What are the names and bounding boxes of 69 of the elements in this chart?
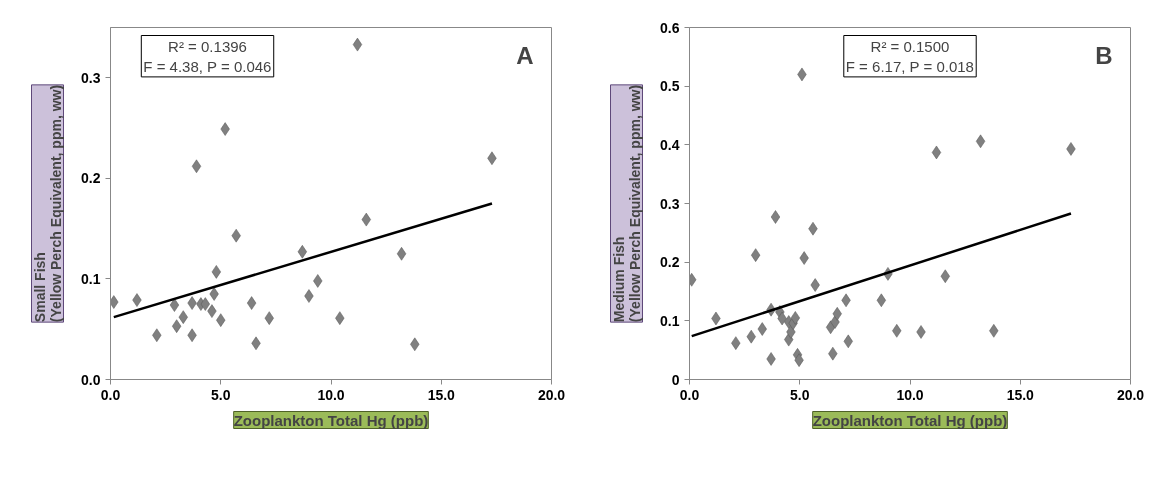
point xyxy=(940,269,950,283)
y-tick-label: 0.2 xyxy=(660,254,680,271)
y-axis-title: Small Fish (Yellow Perch Equivalent, ppm, ww) xyxy=(31,84,64,323)
annotation: R² = 0.1500 F = 6.17, P = 0.018 xyxy=(845,37,974,75)
point xyxy=(396,247,407,261)
point xyxy=(200,297,210,311)
x-tick-label: 20.0 xyxy=(537,386,566,403)
y-tick-label: 0.3 xyxy=(81,69,101,86)
point xyxy=(810,278,820,292)
point xyxy=(931,145,942,160)
y-axis-title: Medium Fish (Yellow Perch Equivalent, ppm, ww) xyxy=(610,84,643,323)
annotation: R² = 0.1396 F = 4.38, P = 0.046 xyxy=(143,37,272,75)
point xyxy=(187,328,197,342)
point xyxy=(799,251,809,265)
x-tick-label: 10.0 xyxy=(317,386,345,403)
point xyxy=(209,287,219,301)
point xyxy=(172,319,182,333)
point xyxy=(178,310,188,324)
point xyxy=(487,151,497,165)
point xyxy=(211,265,221,279)
point xyxy=(352,37,363,52)
point xyxy=(216,313,226,327)
text: B xyxy=(1095,41,1113,69)
y-tick-label: 0.3 xyxy=(660,195,680,212)
x-tick-label: 10.0 xyxy=(896,386,924,403)
x-tick-label: 20.0 xyxy=(1116,386,1145,403)
point xyxy=(975,134,986,149)
point xyxy=(247,296,257,310)
point xyxy=(832,307,842,321)
point xyxy=(132,293,142,307)
y-tick-label: 0.2 xyxy=(81,170,101,187)
point xyxy=(207,304,217,318)
x-tick-label: 5.0 xyxy=(211,386,231,403)
point xyxy=(892,324,902,338)
point xyxy=(757,322,767,336)
y-tick-label: 0.1 xyxy=(660,312,680,329)
point xyxy=(220,122,230,136)
y-tick-label: 0.1 xyxy=(81,270,101,287)
x-axis-title: Zooplankton Total Hg (ppb) xyxy=(233,411,429,429)
point xyxy=(751,248,761,262)
point xyxy=(297,245,307,259)
y-tick-label: 0.6 xyxy=(660,19,680,36)
point xyxy=(770,210,781,224)
x-tick-label: 5.0 xyxy=(790,386,810,403)
point xyxy=(766,352,776,366)
y-tick-label: 0.0 xyxy=(81,371,101,388)
point xyxy=(304,289,314,303)
point xyxy=(989,324,999,338)
x-tick-label: 0.0 xyxy=(100,386,121,403)
y-tick-label: 0.5 xyxy=(660,78,680,95)
x-axis-title: Zooplankton Total Hg (ppb) xyxy=(812,411,1008,429)
point xyxy=(264,311,274,325)
point xyxy=(1066,142,1076,156)
point xyxy=(916,325,926,339)
point xyxy=(790,311,800,325)
x-tick-label: 15.0 xyxy=(427,386,456,403)
x-tick-label: 0.0 xyxy=(679,386,700,403)
point xyxy=(187,296,197,310)
point xyxy=(169,298,180,312)
point xyxy=(335,311,345,325)
point xyxy=(794,353,804,367)
point xyxy=(313,274,323,288)
y-tick-label: 0.4 xyxy=(660,136,680,153)
text: A xyxy=(516,41,534,69)
point xyxy=(731,336,741,350)
point xyxy=(152,328,162,342)
x-tick-label: 15.0 xyxy=(1006,386,1035,403)
point xyxy=(191,159,202,174)
y-tick-label: 0 xyxy=(671,371,680,388)
